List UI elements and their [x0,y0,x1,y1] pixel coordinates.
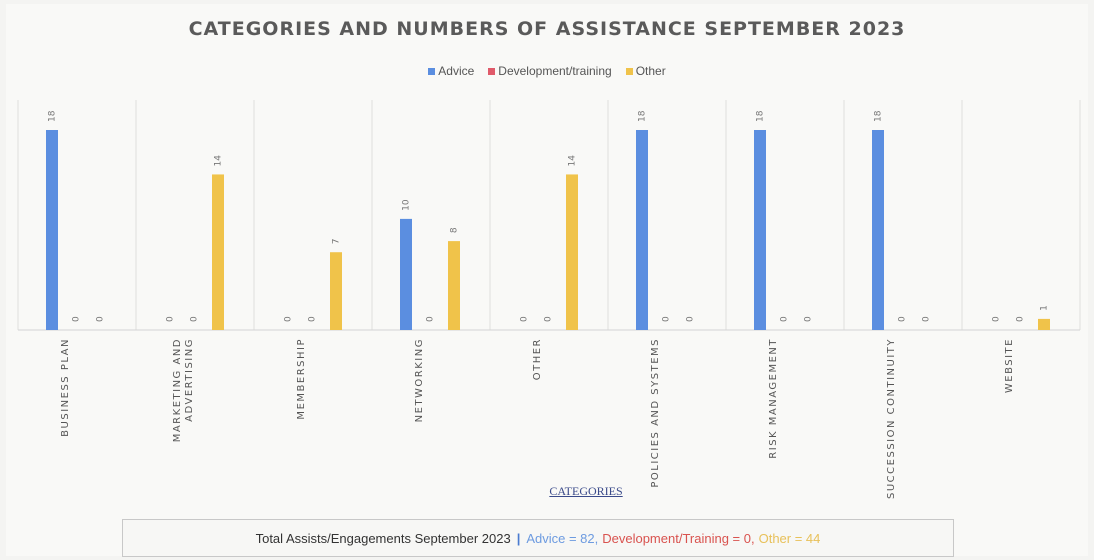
summary-development: Development/Training = 0, [602,530,755,546]
bar-networking-other [448,241,460,330]
bar-succession-continuity-advice [872,130,884,330]
legend-swatch-other [625,67,633,75]
legend-item-advice: Advice [428,64,474,78]
data-label-succession-continuity-advice: 18 [874,110,884,122]
legend-item-development: Development/training [488,64,612,78]
category-label-other: OTHER [532,338,543,380]
data-label-policies-and-systems-other: 0 [686,316,696,322]
data-label-other-other: 14 [568,155,578,167]
data-label-website-development-training: 0 [1016,316,1026,322]
legend-label-advice: Advice [438,64,475,78]
legend-label-development: Development/training [498,64,612,78]
data-label-business-plan-other: 0 [96,316,106,322]
data-label-business-plan-advice: 18 [48,110,58,122]
data-label-website-advice: 0 [992,316,1002,322]
bar-marketing-and-advertising-other [212,174,224,330]
bar-other-other [566,174,578,330]
summary-box: Total Assists/Engagements September 2023… [122,519,954,557]
data-label-marketing-and-advertising-advice: 0 [166,316,176,322]
legend-swatch-advice [428,67,436,75]
bar-business-plan-advice [46,130,58,330]
bar-networking-advice [400,218,412,330]
category-label-succession-continuity: SUCCESSION CONTINUITY [886,338,897,499]
data-label-succession-continuity-development-training: 0 [898,316,908,322]
data-label-membership-advice: 0 [284,316,294,322]
data-label-membership-development-training: 0 [308,316,318,322]
data-label-networking-other: 8 [450,227,460,233]
category-label-risk-management: RISK MANAGEMENT [768,338,779,459]
chart-title: CATEGORIES AND NUMBERS OF ASSISTANCE SEP… [188,18,906,40]
category-label-marketing-and-advertising-line-1: ADVERTISING [184,338,195,422]
data-label-marketing-and-advertising-development-training: 0 [190,316,200,322]
data-label-website-other: 1 [1040,305,1050,311]
data-label-other-development-training: 0 [544,316,554,322]
legend-swatch-development [488,67,496,75]
data-label-succession-continuity-other: 0 [922,316,932,322]
bar-risk-management-advice [754,130,766,330]
summary-advice: Advice = 82, [526,530,599,546]
legend-label-other: Other [635,64,666,78]
data-label-policies-and-systems-development-training: 0 [662,316,672,322]
summary-label: Total Assists/Engagements September 2023 [255,530,511,546]
data-label-risk-management-development-training: 0 [780,316,790,322]
category-label-policies-and-systems: POLICIES AND SYSTEMS [650,338,661,488]
category-label-business-plan: BUSINESS PLAN [60,338,71,437]
bar-policies-and-systems-advice [636,130,648,330]
data-label-risk-management-other: 0 [804,316,814,322]
category-label-networking: NETWORKING [414,338,425,422]
summary-separator: | [516,530,521,546]
data-label-networking-advice: 10 [402,199,412,211]
category-label-website: WEBSITE [1004,338,1015,393]
category-label-marketing-and-advertising-line-0: MARKETING AND [172,338,183,442]
data-label-marketing-and-advertising-other: 14 [214,155,224,167]
data-label-policies-and-systems-advice: 18 [638,110,648,122]
data-label-membership-other: 7 [332,238,342,244]
x-axis-title: CATEGORIES [549,484,623,498]
data-label-risk-management-advice: 18 [756,110,766,122]
legend-item-other: Other [625,64,666,78]
data-label-other-advice: 0 [520,316,530,322]
data-label-networking-development-training: 0 [426,316,436,322]
legend: Advice Development/training Other [0,64,1094,78]
data-label-business-plan-development-training: 0 [72,316,82,322]
chart-frame [6,4,1088,556]
category-label-membership: MEMBERSHIP [296,338,307,420]
bar-membership-other [330,252,342,330]
bar-website-other [1038,318,1050,330]
summary-other: Other = 44 [758,530,821,546]
